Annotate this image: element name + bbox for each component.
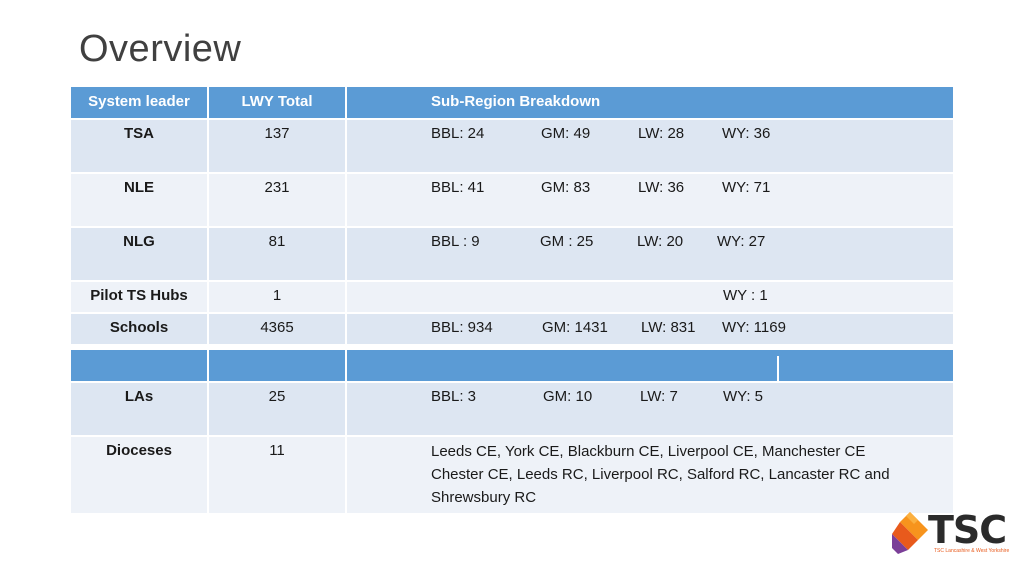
logo-text: TSC: [928, 508, 1007, 552]
wy-value: WY: 36: [722, 125, 771, 142]
la-diocese-table: LAs 25 BBL: 3 GM: 10 LW: 7 WY: 5 Diocese…: [71, 350, 953, 515]
table-row: Pilot TS Hubs 1 WY : 1: [71, 282, 953, 312]
page-title: Overview: [79, 28, 242, 70]
header-empty-cell: [347, 356, 777, 381]
tsc-logo: TSC TSC Lancashire & West Yorkshire: [890, 508, 1014, 558]
system-leader-table: System leader LWY Total Sub-Region Break…: [71, 87, 953, 346]
gm-value: GM: 49: [541, 125, 591, 142]
gm-value: GM: 1431: [542, 319, 608, 336]
wy-value: WY : 1: [723, 287, 768, 304]
lw-value: LW: 28: [638, 125, 685, 142]
breakdown-cell: BBL: 41 GM: 83 LW: 36 WY: 71: [345, 174, 953, 226]
wy-value: WY: 1169: [722, 319, 786, 336]
header-empty-cell: [71, 350, 207, 381]
bbl-value: BBL: 934: [431, 319, 493, 336]
leader-cell: LAs: [124, 388, 154, 405]
breakdown-cell: BBL: 24 GM: 49 LW: 28 WY: 36: [345, 120, 953, 172]
lw-value: LW: 20: [637, 233, 684, 250]
table-row: Dioceses 11 Leeds CE, York CE, Blackburn…: [71, 437, 953, 513]
bbl-value: BBL: 24: [431, 125, 485, 142]
wy-value: WY: 27: [717, 233, 766, 250]
header-lwy-total: LWY Total: [207, 87, 345, 118]
total-cell: 137: [207, 120, 345, 172]
total-cell: 231: [207, 174, 345, 226]
lw-value: LW: 7: [640, 388, 678, 405]
breakdown-cell: BBL: 3 GM: 10 LW: 7 WY: 5: [345, 383, 953, 435]
gm-value: GM: 83: [541, 179, 591, 196]
bbl-value: BBL: 3: [431, 388, 477, 405]
breakdown-cell: BBL: 934 GM: 1431 LW: 831 WY: 1169: [345, 314, 953, 344]
table-row: LAs 25 BBL: 3 GM: 10 LW: 7 WY: 5: [71, 383, 953, 435]
lw-value: LW: 36: [638, 179, 685, 196]
bbl-value: BBL: 41: [431, 179, 485, 196]
wy-value: WY: 71: [722, 179, 771, 196]
header-empty-cell: [207, 350, 345, 381]
leader-cell: NLE: [124, 179, 154, 196]
leader-cell: Dioceses: [106, 442, 172, 459]
header-empty-cell: [776, 356, 953, 381]
leader-cell: NLG: [123, 233, 155, 250]
leader-cell: TSA: [124, 125, 154, 142]
wy-value: WY: 5: [723, 388, 764, 405]
table-row: TSA 137 BBL: 24 GM: 49 LW: 28 WY: 36: [71, 120, 953, 172]
total-cell: 1: [207, 282, 345, 312]
gm-value: GM : 25: [540, 233, 594, 250]
gm-value: GM: 10: [543, 388, 593, 405]
leader-cell: Pilot TS Hubs: [90, 287, 188, 304]
header-empty-cell: [345, 350, 953, 381]
breakdown-cell: WY : 1: [345, 282, 953, 312]
table-row: NLE 231 BBL: 41 GM: 83 LW: 36 WY: 71: [71, 174, 953, 226]
header-sub-region: Sub-Region Breakdown: [345, 87, 953, 118]
total-cell: 25: [207, 383, 345, 435]
tsc-logo-mark-icon: [892, 512, 928, 554]
table-row: Schools 4365 BBL: 934 GM: 1431 LW: 831 W…: [71, 314, 953, 344]
dioceses-list: Leeds CE, York CE, Blackburn CE, Liverpo…: [345, 437, 953, 513]
table-header-row: System leader LWY Total Sub-Region Break…: [71, 87, 953, 118]
leader-cell: Schools: [109, 319, 169, 336]
total-cell: 4365: [207, 314, 345, 344]
table-row: NLG 81 BBL : 9 GM : 25 LW: 20 WY: 27: [71, 228, 953, 280]
header-system-leader: System leader: [88, 93, 190, 110]
logo-subtext: TSC Lancashire & West Yorkshire: [934, 548, 1010, 554]
table-header-row: [71, 350, 953, 381]
total-cell: 11: [207, 437, 345, 513]
breakdown-cell: BBL : 9 GM : 25 LW: 20 WY: 27: [345, 228, 953, 280]
total-cell: 81: [207, 228, 345, 280]
bbl-value: BBL : 9: [431, 233, 480, 250]
lw-value: LW: 831: [641, 319, 696, 336]
